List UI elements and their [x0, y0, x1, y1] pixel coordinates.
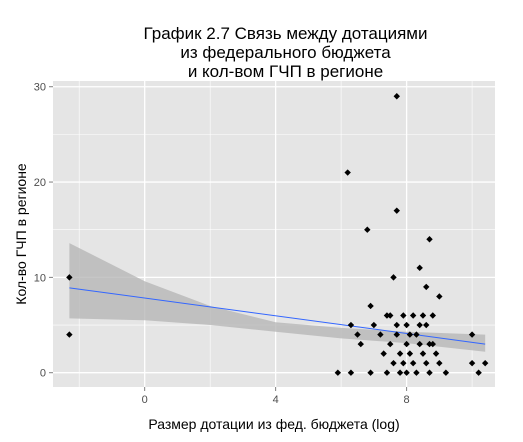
data-point	[426, 340, 433, 348]
data-point	[423, 321, 430, 329]
data-point	[370, 321, 378, 329]
chart-title-line-2: из федерального бюджета	[180, 43, 391, 62]
data-point	[357, 340, 364, 348]
data-point	[423, 359, 430, 367]
data-point	[475, 369, 482, 376]
data-point	[347, 369, 355, 376]
y-tick-label: 20	[34, 177, 46, 189]
grid-major	[53, 81, 495, 387]
y-axis-label: Кол-во ГЧП в регионе	[13, 163, 29, 305]
data-point	[387, 340, 394, 348]
x-tick-label: 0	[142, 394, 148, 406]
data-point	[416, 264, 423, 272]
data-point	[423, 283, 430, 291]
data-point	[436, 359, 443, 367]
scatter-points	[66, 93, 489, 376]
chart-title-line-1: График 2.7 Связь между дотациями	[143, 24, 428, 43]
data-point	[396, 369, 404, 376]
data-point	[429, 340, 436, 348]
data-point	[383, 312, 391, 319]
data-point	[387, 312, 394, 319]
data-point	[347, 321, 355, 329]
data-point	[406, 350, 414, 357]
data-point	[367, 302, 374, 310]
data-point	[409, 359, 417, 367]
data-point	[432, 350, 440, 357]
data-point	[393, 207, 400, 214]
y-tick-label: 30	[34, 82, 46, 94]
data-point	[406, 331, 414, 338]
y-tick-label: 0	[40, 368, 46, 380]
data-point	[426, 236, 433, 243]
data-point	[400, 312, 407, 319]
data-point	[380, 350, 387, 357]
data-point	[383, 369, 391, 376]
data-point	[468, 331, 476, 338]
data-point	[66, 274, 73, 281]
data-point	[393, 93, 400, 100]
chart-title-line-3: и кол-вом ГЧП в регионе	[187, 62, 384, 81]
x-axis-label: Размер дотации из фед. бюджета (log)	[148, 416, 399, 432]
data-point	[429, 312, 436, 319]
data-point	[377, 331, 384, 338]
data-point	[334, 369, 342, 376]
x-tick-label: 4	[273, 394, 279, 406]
data-point	[468, 359, 476, 367]
data-point	[390, 359, 397, 367]
data-point	[416, 340, 423, 348]
x-tick-label: 8	[404, 394, 410, 406]
data-point	[409, 312, 417, 319]
data-point	[344, 169, 351, 176]
data-point	[481, 359, 489, 367]
data-point	[413, 331, 420, 338]
data-point	[413, 369, 420, 376]
y-tick-label: 10	[34, 272, 46, 284]
y-axis-ticks: 0 10 20 30	[34, 82, 53, 380]
data-point	[426, 369, 433, 376]
data-point	[419, 350, 427, 357]
data-point	[66, 331, 73, 338]
data-point	[396, 350, 404, 357]
confidence-band	[69, 243, 486, 352]
data-point	[419, 312, 427, 319]
data-point	[403, 340, 410, 348]
data-point	[400, 359, 407, 367]
data-point	[354, 331, 361, 338]
data-point	[403, 369, 410, 376]
data-point	[436, 293, 443, 300]
data-point	[393, 331, 400, 338]
data-point	[364, 226, 371, 233]
data-point	[442, 369, 450, 376]
chart-title: График 2.7 Связь между дотациями из феде…	[48, 24, 523, 81]
data-point	[416, 321, 423, 329]
data-point	[403, 321, 410, 329]
data-point	[390, 274, 397, 281]
x-axis-ticks: 0 4 8	[142, 387, 410, 406]
data-point	[393, 321, 400, 329]
data-point	[367, 369, 374, 376]
